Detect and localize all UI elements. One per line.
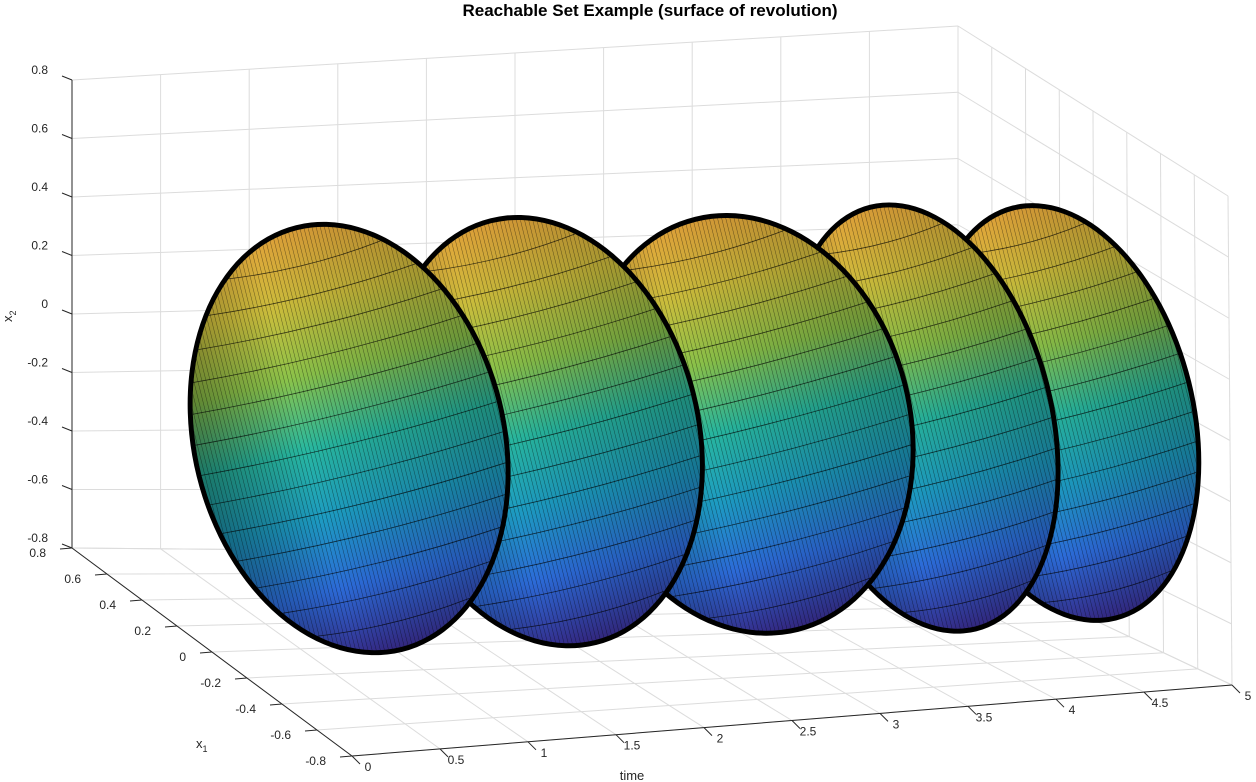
- x2-axis-label-sub: 2: [8, 310, 18, 315]
- time-tick-label: 3: [893, 717, 900, 731]
- x1-tick-mark: [164, 625, 178, 628]
- grid-line: [71, 25, 959, 81]
- lobe-shading: [192, 226, 506, 651]
- x1-tick-label: 0.6: [64, 572, 81, 586]
- x2-tick-label: 0: [41, 297, 48, 311]
- x2-tick-label: 0.2: [31, 239, 48, 253]
- x2-tick-label: -0.2: [27, 356, 48, 370]
- x2-tick-mark: [61, 75, 73, 81]
- time-tick-mark: [351, 755, 361, 765]
- grid-line: [71, 158, 959, 198]
- time-tick-mark: [1055, 698, 1065, 708]
- x1-tick-label: 0.2: [134, 624, 151, 638]
- x1-tick-mark: [304, 729, 318, 732]
- time-tick-label: 5: [1245, 689, 1252, 703]
- time-tick-label: 4.5: [1152, 696, 1169, 710]
- x1-tick-mark: [269, 703, 283, 706]
- surface-plot: [187, 202, 1202, 656]
- x1-axis-label: x1: [196, 736, 208, 754]
- time-tick-mark: [967, 705, 977, 715]
- tick-labels: -0.8 -0.6 -0.4 -0.2 0 0.2 0.4 0.6 0.8 0.8 0.6 0.4 0.…: [27, 63, 1251, 774]
- x1-tick-label: 0: [179, 650, 186, 664]
- x1-tick-mark: [59, 547, 73, 550]
- time-tick-label: 2.5: [800, 725, 817, 739]
- time-tick-mark: [879, 713, 889, 722]
- time-tick-mark: [703, 727, 713, 736]
- grid-line: [246, 636, 1130, 679]
- x1-tick-mark: [339, 755, 353, 758]
- x2-tick-label: -0.4: [27, 414, 48, 428]
- x1-axis-label-main: x: [196, 736, 203, 751]
- x2-axis-label-main: x: [0, 315, 15, 322]
- x1-tick-label: -0.4: [235, 702, 256, 716]
- x1-tick-label: -0.6: [270, 728, 291, 742]
- time-tick-label: 1: [541, 746, 548, 760]
- axes-group: [59, 75, 1241, 765]
- x2-tick-label: -0.6: [27, 473, 48, 487]
- grid-line: [957, 91, 1229, 258]
- chart-title: Reachable Set Example (surface of revolu…: [462, 1, 837, 20]
- time-tick-mark: [615, 734, 625, 744]
- time-tick-label: 2: [717, 732, 724, 746]
- x1-tick-label: 0.4: [99, 598, 116, 612]
- x2-tick-mark: [61, 309, 73, 315]
- grid-line: [957, 25, 1229, 197]
- x1-tick-mark: [129, 599, 143, 602]
- x2-tick-mark: [61, 368, 73, 373]
- x2-tick-mark: [61, 426, 73, 432]
- x2-tick-label: 0.8: [31, 63, 48, 77]
- x1-tick-mark: [234, 677, 248, 680]
- x1-axis-label-sub: 1: [203, 744, 208, 754]
- time-tick-label: 0: [365, 760, 372, 774]
- time-tick-label: 1.5: [624, 739, 641, 753]
- x1-tick-mark: [94, 573, 108, 576]
- time-tick-mark: [1231, 684, 1241, 694]
- x2-tick-mark: [61, 485, 73, 490]
- x2-tick-label: 0.4: [31, 180, 48, 194]
- x2-tick-mark: [61, 251, 73, 256]
- time-tick-mark: [527, 741, 537, 751]
- x2-tick-label: -0.8: [27, 531, 48, 545]
- x2-tick-mark: [61, 134, 73, 139]
- x2-tick-mark: [61, 543, 73, 549]
- grid-line: [71, 91, 959, 139]
- time-tick-mark: [1143, 691, 1153, 701]
- time-tick-mark: [791, 720, 801, 729]
- time-tick-label: 3.5: [976, 710, 993, 724]
- time-tick-mark: [439, 748, 449, 758]
- surface-lobe: [187, 221, 511, 656]
- time-tick-label: 4: [1069, 703, 1076, 717]
- x1-tick-label: 0.8: [29, 546, 46, 560]
- x1-tick-label: -0.8: [305, 754, 326, 768]
- x1-tick-label: -0.2: [200, 676, 221, 690]
- time-axis-label: time: [620, 768, 645, 782]
- x2-tick-label: 0.6: [31, 122, 48, 136]
- time-tick-label: 0.5: [448, 753, 465, 767]
- x2-tick-mark: [61, 192, 73, 198]
- grid-line: [281, 652, 1164, 705]
- x1-tick-mark: [199, 651, 213, 654]
- grid-line: [316, 668, 1198, 731]
- x2-axis-label: x2: [0, 310, 18, 322]
